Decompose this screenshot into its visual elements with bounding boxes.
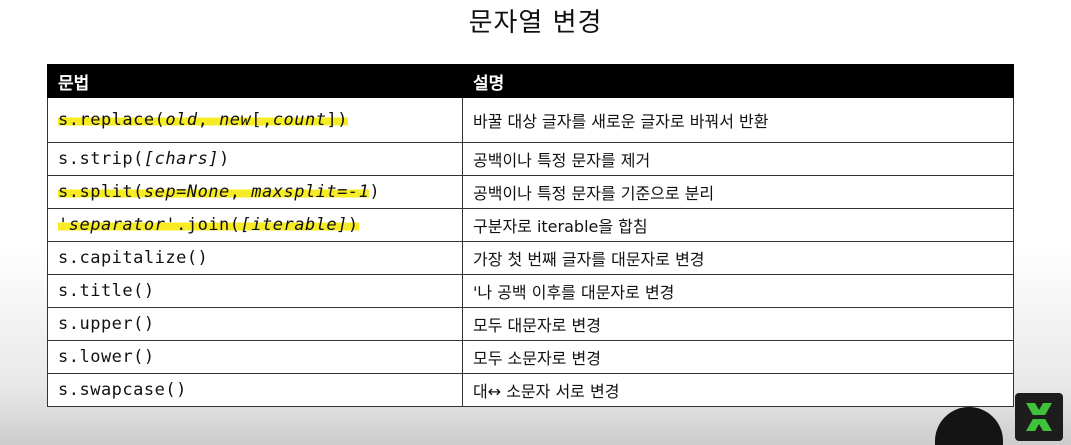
description-cell: 공백이나 특정 문자를 기준으로 분리 — [462, 175, 1014, 209]
syntax-cell: s.upper() — [47, 307, 463, 341]
code-text: ) — [347, 215, 359, 235]
code-text: ) — [369, 182, 381, 202]
page-title: 문자열 변경 — [468, 8, 603, 38]
highlight-mark: s.split(sep=None, maxsplit=-1 — [58, 182, 370, 202]
code-text: s.replace( — [58, 110, 166, 130]
code-param: count — [272, 110, 327, 130]
table-row: s.title() '나 공백 이후를 대문자로 변경 — [47, 274, 1014, 308]
syntax-cell: s.lower() — [47, 340, 463, 374]
description-cell: 가장 첫 번째 글자를 대문자로 변경 — [462, 241, 1014, 275]
code-text: s.split( — [58, 182, 144, 202]
code-param: sep=None — [143, 182, 230, 202]
description-cell: 모두 대문자로 변경 — [462, 307, 1014, 341]
code-param: new — [219, 110, 252, 130]
code-text: ]) — [326, 110, 348, 130]
table-row: s.upper() 모두 대문자로 변경 — [47, 307, 1014, 341]
channel-logo-graphic — [1026, 403, 1052, 431]
code-text: s.strip( — [58, 149, 144, 169]
code-text: , — [197, 110, 220, 130]
code-param: maxsplit=-1 — [251, 182, 370, 202]
description-cell: '나 공백 이후를 대문자로 변경 — [462, 274, 1014, 308]
code-text: , — [229, 182, 252, 202]
string-methods-table: 문법 설명 s.replace(old, new[,count]) 바꿀 대상 … — [47, 64, 1014, 407]
syntax-cell: s.strip([chars]) — [47, 142, 463, 176]
code-text: ' — [58, 215, 69, 235]
code-text: [, — [251, 110, 273, 130]
syntax-cell: s.replace(old, new[,count]) — [47, 97, 463, 143]
code-text: '.join( — [165, 215, 241, 235]
code-param: [iterable] — [240, 215, 348, 235]
syntax-cell: 'separator'.join([iterable]) — [47, 208, 463, 242]
description-cell: 모두 소문자로 변경 — [462, 340, 1014, 374]
presenter-silhouette — [935, 407, 1003, 445]
highlight-mark: s.replace(old, new[,count]) — [58, 110, 348, 130]
syntax-cell: s.capitalize() — [47, 241, 463, 275]
table-row: s.lower() 모두 소문자로 변경 — [47, 340, 1014, 374]
code-text: ) — [219, 149, 230, 169]
description-cell: 공백이나 특정 문자를 제거 — [462, 142, 1014, 176]
code-param: separator — [68, 215, 166, 235]
header-syntax: 문법 — [47, 64, 463, 98]
syntax-cell: s.swapcase() — [47, 373, 463, 407]
table-row: s.capitalize() 가장 첫 번째 글자를 대문자로 변경 — [47, 241, 1014, 275]
table-row: s.swapcase() 대↔ 소문자 서로 변경 — [47, 373, 1014, 407]
syntax-cell: s.title() — [47, 274, 463, 308]
table-row: s.split(sep=None, maxsplit=-1) 공백이나 특정 문… — [47, 175, 1014, 209]
highlight-mark: 'separator'.join([iterable]) — [58, 215, 359, 235]
table-header-row: 문법 설명 — [47, 64, 1014, 98]
table-row: s.replace(old, new[,count]) 바꿀 대상 글자를 새로… — [47, 97, 1014, 143]
channel-logo-icon — [1015, 393, 1063, 441]
description-cell: 대↔ 소문자 서로 변경 — [462, 373, 1014, 407]
code-param: [chars] — [143, 149, 220, 169]
description-cell: 구분자로 iterable을 합침 — [462, 208, 1014, 242]
code-param: old — [165, 110, 198, 130]
description-cell: 바꿀 대상 글자를 새로운 글자로 바꿔서 반환 — [462, 97, 1014, 143]
table-row: s.strip([chars]) 공백이나 특정 문자를 제거 — [47, 142, 1014, 176]
table-row: 'separator'.join([iterable]) 구분자로 iterab… — [47, 208, 1014, 242]
syntax-cell: s.split(sep=None, maxsplit=-1) — [47, 175, 463, 209]
header-description: 설명 — [462, 64, 1014, 98]
